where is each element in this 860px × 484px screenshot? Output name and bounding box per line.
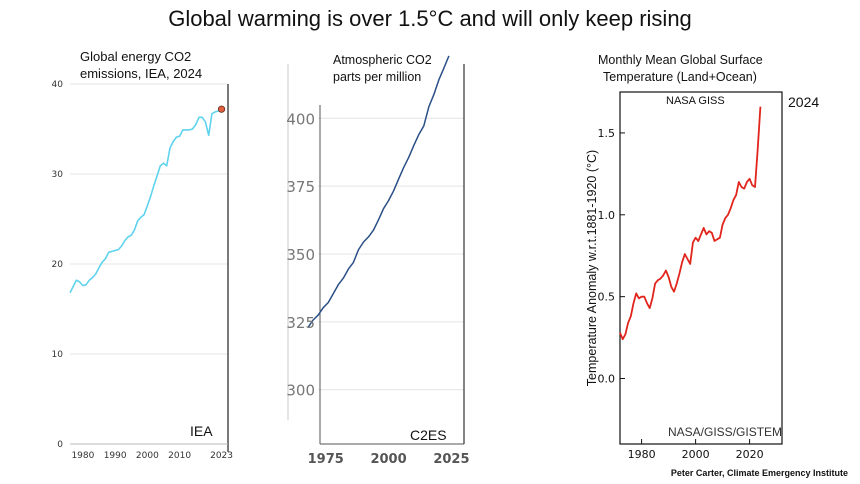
- footer-credit: Peter Carter, Climate Emergency Institut…: [670, 468, 848, 478]
- panel3-frame: [619, 91, 783, 445]
- panel3-xtick-label: 1980: [628, 448, 656, 461]
- panel2-ytick-label: 300: [286, 382, 315, 400]
- panel1-ytick-label: 20: [52, 260, 64, 270]
- panel1-ytick-label: 10: [52, 350, 64, 360]
- panel1-title-line1: Global energy CO2: [80, 49, 192, 64]
- panel1-source-label: IEA: [190, 423, 213, 439]
- panel2-chart: [287, 55, 465, 445]
- panel2-xtick-label: 1975: [308, 452, 344, 467]
- panel3-ytick-label: 0.5: [598, 291, 616, 304]
- panel1-chart: [69, 83, 229, 452]
- panel1-xtick-label: 2023: [210, 451, 233, 461]
- panel1-xtick-label: 1990: [104, 451, 127, 461]
- panel3-series-line: [619, 106, 762, 341]
- panel1-title: Global energy CO2 emissions, IEA, 2024: [80, 48, 202, 82]
- panel3-chart: [619, 91, 783, 445]
- panel1-ytick-label: 40: [52, 80, 64, 90]
- panel2-ytick-label: 375: [286, 178, 315, 196]
- panel3-year-label: 2024: [788, 94, 819, 110]
- panel1-title-line2: emissions, IEA, 2024: [80, 66, 203, 81]
- panel2-ytick-label: 325: [286, 314, 315, 332]
- panel2-xtick-label: 2025: [433, 452, 469, 467]
- panel2-ytick-label: 400: [286, 110, 315, 128]
- panel1-highlight-point: [217, 105, 226, 113]
- panel3-inner-label: NASA GISS: [666, 95, 725, 107]
- page-title: Global warming is over 1.5°C and will on…: [168, 6, 692, 31]
- panel3-title-line1: Monthly Mean Global Surface: [598, 53, 763, 67]
- panel2-title-line1: Atmospheric CO2: [333, 53, 432, 67]
- panel1-ytick-label: 0: [57, 440, 63, 450]
- panel3-xtick-label: 2020: [736, 448, 764, 461]
- panel3-ytick-label: 1.0: [598, 209, 616, 222]
- panel1-ytick-label: 30: [52, 170, 64, 180]
- panel1-xtick-label: 2000: [136, 451, 159, 461]
- panel3-ylabel: Temperature Anomaly w.r.t.1881-1920 (°C): [585, 150, 599, 386]
- panel2-series-line: [307, 55, 450, 328]
- panel2-ytick-label: 350: [286, 246, 315, 264]
- panel2-xtick-label: 2000: [370, 452, 406, 467]
- panel3-title: Monthly Mean Global Surface Temperature …: [598, 52, 763, 86]
- panel2-title: Atmospheric CO2 parts per million: [333, 52, 432, 86]
- panel2-source-label: C2ES: [410, 427, 447, 443]
- panel2-title-line2: parts per million: [333, 70, 422, 84]
- panel3-ytick-label: 0.0: [598, 373, 616, 386]
- panel1-xtick-label: 2010: [168, 451, 191, 461]
- panel3-ytick-label: 1.5: [598, 127, 616, 140]
- panel1-series-line: [69, 108, 222, 294]
- panel3-source-label: NASA/GISS/GISTEM: [668, 425, 782, 439]
- panel3-xtick-label: 2000: [682, 448, 710, 461]
- panel3-title-line2: Temperature (Land+Ocean): [603, 70, 757, 84]
- panel1-xtick-label: 1980: [71, 451, 94, 461]
